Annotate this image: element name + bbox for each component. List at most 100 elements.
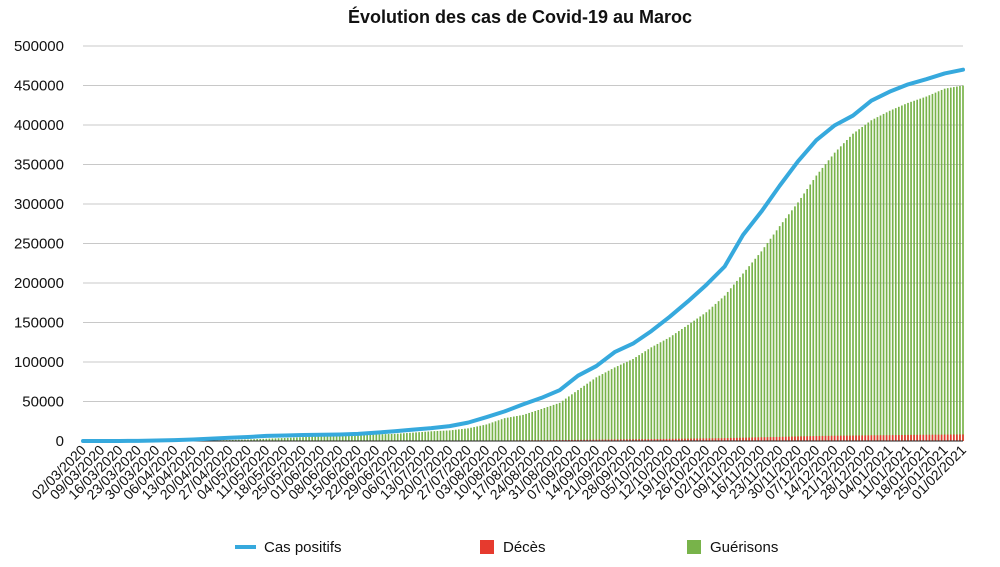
deces-bar xyxy=(656,439,659,441)
guerisons-bar xyxy=(632,358,634,441)
guerisons-bar xyxy=(732,284,735,441)
guerisons-bar xyxy=(656,343,659,441)
deces-bar xyxy=(849,435,851,441)
guerisons-bar xyxy=(720,298,723,441)
guerisons-bar xyxy=(873,118,876,442)
guerisons-bar xyxy=(369,434,372,441)
guerisons-bar xyxy=(357,434,359,441)
deces-bar xyxy=(916,434,919,441)
deces-bar xyxy=(571,439,573,441)
guerisons-bar xyxy=(723,295,726,441)
guerisons-bar xyxy=(607,370,610,441)
guerisons-bar xyxy=(699,316,702,441)
legend-item-deces: Décès xyxy=(480,539,546,556)
guerisons-bar xyxy=(711,306,714,441)
guerisons-bar xyxy=(949,87,952,442)
guerisons-bar xyxy=(546,406,549,441)
deces-bar xyxy=(693,438,695,441)
guerisons-bar xyxy=(904,104,906,442)
y-tick-label: 100000 xyxy=(14,354,64,371)
grid xyxy=(83,45,963,402)
guerisons-bar xyxy=(677,331,680,441)
guerisons-bar xyxy=(839,146,842,441)
guerisons-bar xyxy=(650,347,653,441)
deces-bar xyxy=(659,438,662,441)
guerisons-bar xyxy=(595,377,598,441)
deces-bar xyxy=(745,437,747,441)
guerisons-bar xyxy=(234,439,237,441)
deces-bar xyxy=(766,437,769,441)
deces-bar xyxy=(739,437,741,441)
guerisons-bar xyxy=(516,416,518,441)
deces-bar xyxy=(687,438,689,441)
guerisons-bar xyxy=(399,433,402,441)
guerisons-bar xyxy=(760,251,763,441)
deces-bar xyxy=(748,437,750,441)
guerisons-bar xyxy=(433,431,436,441)
guerisons-bar xyxy=(937,91,940,441)
guerisons-bar xyxy=(842,143,845,442)
guerisons-bar xyxy=(882,113,885,441)
deces-bar xyxy=(754,437,757,441)
guerisons-bar xyxy=(586,383,589,441)
guerisons-bar xyxy=(766,242,769,441)
guerisons-bar xyxy=(448,430,451,441)
deces-bar xyxy=(919,434,922,441)
deces-bar xyxy=(956,434,958,441)
guerisons-bar xyxy=(662,340,665,441)
guerisons-bar xyxy=(638,355,640,441)
guerisons-bar xyxy=(867,122,870,441)
guerisons-bar xyxy=(916,99,919,441)
deces-bar xyxy=(763,437,766,441)
guerisons-bar xyxy=(745,269,747,441)
deces-bar xyxy=(665,438,668,441)
guerisons-bar xyxy=(589,381,592,441)
guerisons-bar xyxy=(296,437,298,441)
guerisons-bar xyxy=(497,420,500,441)
deces-bar xyxy=(723,438,726,441)
guerisons-bar xyxy=(363,434,365,441)
deces-bar xyxy=(751,437,754,441)
guerisons-bar xyxy=(457,429,460,441)
y-tick-label: 50000 xyxy=(22,394,64,411)
guerisons-bar xyxy=(418,432,420,441)
guerisons-bar xyxy=(665,338,668,441)
guerisons-bar xyxy=(885,112,888,442)
deces-bar xyxy=(690,438,692,441)
deces-bar xyxy=(839,435,842,441)
x-axis: 02/03/202009/03/202016/03/202023/03/2020… xyxy=(28,442,969,503)
deces-bar xyxy=(650,439,653,441)
guerisons-bar xyxy=(705,312,708,441)
cas-positifs-line xyxy=(81,67,965,443)
deces-bar xyxy=(613,439,616,441)
guerisons-bar xyxy=(577,390,579,441)
deces-bar xyxy=(598,439,601,441)
guerisons-bar xyxy=(381,434,384,441)
guerisons-bar xyxy=(256,439,259,441)
guerisons-bar xyxy=(390,433,393,441)
deces-bar xyxy=(806,436,809,441)
guerisons-bar xyxy=(329,435,332,441)
guerisons-bar xyxy=(907,102,909,441)
guerisons-bar xyxy=(360,434,362,441)
guerisons-bar xyxy=(742,273,744,441)
deces-bar xyxy=(852,435,854,441)
guerisons-bar xyxy=(436,430,439,441)
deces-bar xyxy=(937,434,940,441)
y-tick-label: 250000 xyxy=(14,236,64,253)
deces-bar xyxy=(873,435,876,441)
guerisons-bar xyxy=(769,238,772,441)
guerisons-bar xyxy=(534,410,537,441)
guerisons-bar xyxy=(803,193,805,441)
legend-swatch-deces xyxy=(480,540,494,554)
guerisons-bar xyxy=(308,436,310,441)
deces-bar xyxy=(891,435,894,441)
deces-bar xyxy=(601,439,604,441)
guerisons-bar xyxy=(485,424,488,441)
guerisons-bar xyxy=(684,326,686,441)
guerisons-bar xyxy=(253,439,255,441)
guerisons-bar xyxy=(809,184,812,441)
guerisons-bar xyxy=(888,110,891,441)
guerisons-bar xyxy=(821,167,824,441)
deces-bar xyxy=(622,439,625,441)
